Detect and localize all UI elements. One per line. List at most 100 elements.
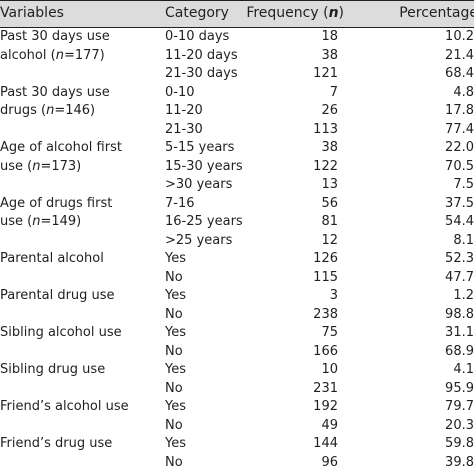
- frequency-cell: 81: [321, 214, 338, 229]
- variable-label: Age of drugs first: [0, 195, 112, 213]
- frequency-cell: 231: [313, 380, 338, 396]
- table-row: Friend’s drug use Yes 144 59.8: [0, 435, 474, 454]
- category-cell: No: [165, 417, 183, 433]
- percentage-cell: 31.1: [445, 325, 474, 340]
- category-cell: 11-20: [165, 103, 203, 118]
- variable-text: Friend’s drug use: [0, 436, 113, 451]
- variable-text: drugs (: [0, 103, 47, 118]
- category-cell: 21-30: [165, 121, 203, 137]
- percentage-cell: 7.5: [453, 177, 474, 192]
- frequency-cell: 18: [321, 29, 338, 44]
- frequency-cell: 115: [313, 269, 338, 285]
- percentage-cell: 37.5: [445, 195, 474, 211]
- percentage-cell: 17.8: [445, 103, 474, 118]
- variable-text: use (: [0, 214, 33, 229]
- variable-text: use (: [0, 158, 33, 174]
- table-row: Age of alcohol first 5-15 years 38 22.0: [0, 139, 474, 158]
- variable-label: Sibling alcohol use: [0, 324, 122, 342]
- category-cell: Yes: [165, 362, 186, 377]
- variable-text: Parental drug use: [0, 288, 115, 303]
- variable-label: Friend’s alcohol use: [0, 398, 129, 416]
- table-row: alcohol (n=177) 11-20 days 38 21.4: [0, 47, 474, 66]
- category-cell: No: [165, 380, 183, 396]
- variable-label: Parental drug use: [0, 287, 115, 305]
- percentage-cell: 68.9: [445, 343, 474, 359]
- variable-text: alcohol (: [0, 47, 56, 63]
- variable-count: =177): [63, 47, 105, 63]
- category-cell: Yes: [165, 436, 186, 451]
- variable-text: Age of alcohol first: [0, 140, 122, 155]
- header-percentage: Percentage: [399, 5, 474, 21]
- category-cell: 21-30 days: [165, 66, 238, 81]
- percentage-cell: 39.8: [445, 454, 474, 470]
- variable-text: Friend’s alcohol use: [0, 399, 129, 414]
- variable-label: Sibling drug use: [0, 361, 105, 379]
- variable-text: Past 30 days use: [0, 84, 110, 100]
- category-cell: No: [165, 343, 183, 359]
- category-cell: 15-30 years: [165, 158, 243, 174]
- variable-label: use (n=149): [0, 213, 81, 231]
- frequency-cell: 26: [321, 103, 338, 118]
- category-cell: 7-16: [165, 195, 195, 211]
- variable-count: =146): [54, 103, 96, 118]
- variable-label: alcohol (n=177): [0, 47, 105, 65]
- table-row: No 166 68.9: [0, 343, 474, 362]
- table-row: Parental drug use Yes 3 1.2: [0, 287, 474, 306]
- category-cell: No: [165, 306, 183, 322]
- frequency-cell: 192: [313, 399, 338, 414]
- percentage-cell: 4.8: [453, 84, 474, 100]
- frequency-cell: 49: [321, 417, 338, 433]
- category-cell: 0-10: [165, 84, 195, 100]
- category-cell: Yes: [165, 288, 186, 303]
- percentage-cell: 77.4: [445, 121, 474, 137]
- header-frequency-prefix: Frequency (: [246, 5, 329, 21]
- header-frequency-n: n: [328, 5, 339, 21]
- variable-text: Past 30 days use: [0, 29, 110, 44]
- frequency-cell: 121: [313, 66, 338, 81]
- category-cell: 16-25 years: [165, 214, 243, 229]
- frequency-cell: 13: [321, 177, 338, 192]
- category-cell: 11-20 days: [165, 47, 238, 63]
- table-row: >30 years 13 7.5: [0, 176, 474, 195]
- variable-label: Age of alcohol first: [0, 139, 122, 157]
- table-row: No 231 95.9: [0, 380, 474, 399]
- category-cell: Yes: [165, 325, 186, 340]
- frequency-cell: 96: [321, 454, 338, 470]
- frequency-cell: 38: [321, 140, 338, 155]
- percentage-cell: 79.7: [445, 399, 474, 414]
- table-row: use (n=173) 15-30 years 122 70.5: [0, 158, 474, 177]
- category-cell: 5-15 years: [165, 140, 235, 155]
- frequency-cell: 38: [321, 47, 338, 63]
- category-cell: >25 years: [165, 232, 233, 248]
- percentage-cell: 21.4: [445, 47, 474, 63]
- variable-count: =149): [40, 214, 82, 229]
- table-row: 21-30 days 121 68.4: [0, 65, 474, 84]
- table-row: >25 years 12 8.1: [0, 232, 474, 251]
- percentage-cell: 47.7: [445, 269, 474, 285]
- variable-n: n: [32, 158, 41, 174]
- table-row: No 115 47.7: [0, 269, 474, 288]
- frequency-cell: 7: [329, 84, 338, 100]
- percentage-cell: 8.1: [453, 232, 474, 248]
- variable-text: Parental alcohol: [0, 251, 104, 266]
- category-cell: No: [165, 269, 183, 285]
- frequency-cell: 126: [313, 251, 338, 266]
- percentage-cell: 1.2: [453, 288, 474, 303]
- table-row: drugs (n=146) 11-20 26 17.8: [0, 102, 474, 121]
- percentage-cell: 4.1: [453, 362, 474, 377]
- variable-text: Sibling alcohol use: [0, 325, 122, 340]
- variable-n: n: [32, 214, 41, 229]
- variable-label: Past 30 days use: [0, 84, 110, 102]
- table-row: Past 30 days use 0-10 days 18 10.2: [0, 28, 474, 47]
- frequency-cell: 122: [313, 158, 338, 174]
- variable-n: n: [55, 47, 64, 63]
- percentage-cell: 20.3: [445, 417, 474, 433]
- frequency-cell: 144: [313, 436, 338, 451]
- variable-count: =173): [40, 158, 82, 174]
- frequency-cell: 3: [329, 288, 338, 303]
- frequency-cell: 10: [321, 362, 338, 377]
- frequency-cell: 166: [313, 343, 338, 359]
- percentage-cell: 68.4: [445, 66, 474, 81]
- variable-label: Past 30 days use: [0, 28, 110, 46]
- table-row: Age of drugs first 7-16 56 37.5: [0, 195, 474, 214]
